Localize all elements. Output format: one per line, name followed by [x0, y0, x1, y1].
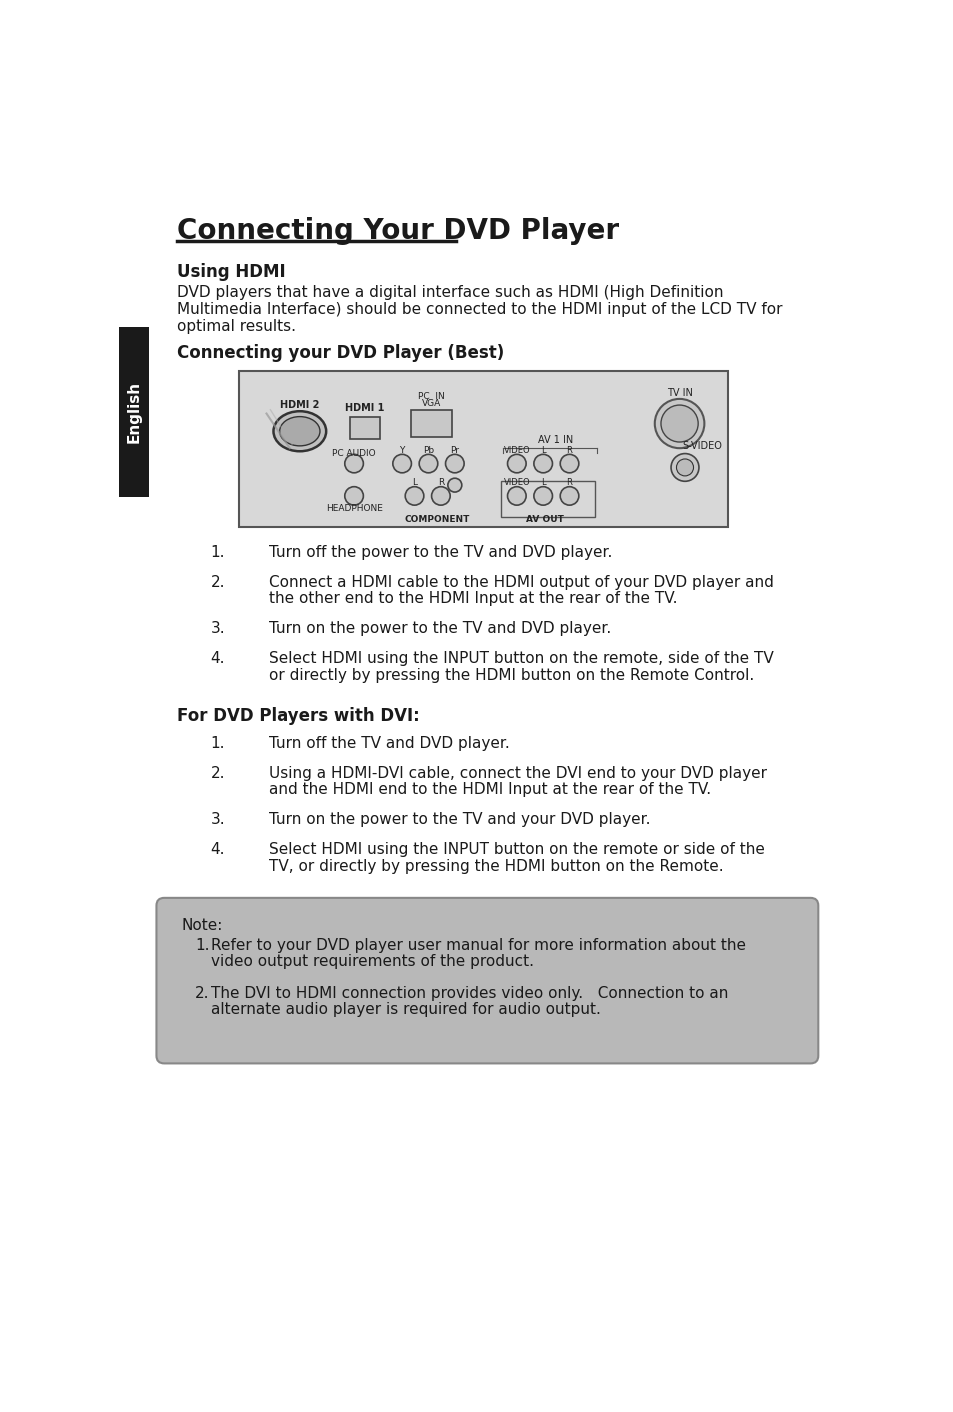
Text: Multimedia Interface) should be connected to the HDMI input of the LCD TV for: Multimedia Interface) should be connecte… [177, 302, 782, 318]
Circle shape [534, 487, 552, 505]
Circle shape [507, 455, 525, 473]
Text: Using HDMI: Using HDMI [177, 263, 286, 281]
Text: HDMI 1: HDMI 1 [345, 404, 384, 414]
Text: and the HDMI end to the HDMI Input at the rear of the TV.: and the HDMI end to the HDMI Input at th… [269, 782, 710, 798]
Circle shape [670, 453, 699, 481]
Text: or directly by pressing the HDMI button on the Remote Control.: or directly by pressing the HDMI button … [269, 668, 753, 682]
Text: AV 1 IN: AV 1 IN [537, 435, 573, 445]
Circle shape [507, 487, 525, 505]
Text: For DVD Players with DVI:: For DVD Players with DVI: [177, 707, 419, 724]
Bar [411, 409, 452, 438]
Text: TV, or directly by pressing the HDMI button on the Remote.: TV, or directly by pressing the HDMI but… [269, 858, 722, 874]
Circle shape [559, 487, 578, 505]
Text: 3.: 3. [211, 812, 225, 827]
Circle shape [393, 455, 411, 473]
Ellipse shape [279, 417, 319, 446]
Text: VIDEO: VIDEO [503, 479, 530, 487]
Text: VIDEO: VIDEO [503, 446, 530, 455]
Bar [239, 371, 727, 527]
Text: PC AUDIO: PC AUDIO [332, 449, 375, 457]
Text: Turn off the TV and DVD player.: Turn off the TV and DVD player. [269, 736, 509, 751]
Text: Pb: Pb [422, 446, 434, 455]
Text: 2.: 2. [195, 986, 210, 1001]
Circle shape [344, 487, 363, 505]
Circle shape [418, 455, 437, 473]
Text: Connecting your DVD Player (Best): Connecting your DVD Player (Best) [177, 343, 504, 361]
Circle shape [431, 487, 450, 505]
Ellipse shape [274, 411, 326, 452]
Circle shape [660, 405, 698, 442]
Circle shape [676, 459, 693, 476]
Bar [350, 418, 379, 439]
Text: R: R [566, 479, 572, 487]
Text: Connecting Your DVD Player: Connecting Your DVD Player [177, 217, 618, 246]
Text: video output requirements of the product.: video output requirements of the product… [211, 955, 533, 969]
Text: English: English [127, 381, 141, 443]
Text: alternate audio player is required for audio output.: alternate audio player is required for a… [211, 1001, 600, 1017]
Text: DVD players that have a digital interface such as HDMI (High Definition: DVD players that have a digital interfac… [177, 285, 723, 301]
Circle shape [405, 487, 423, 505]
Text: R: R [566, 446, 572, 455]
Text: Turn on the power to the TV and your DVD player.: Turn on the power to the TV and your DVD… [269, 812, 650, 827]
Text: L: L [540, 479, 545, 487]
Circle shape [534, 455, 552, 473]
Circle shape [445, 455, 464, 473]
Text: Select HDMI using the INPUT button on the remote, side of the TV: Select HDMI using the INPUT button on th… [269, 651, 773, 666]
Text: L: L [412, 479, 416, 487]
Text: R: R [437, 479, 443, 487]
Text: The DVI to HDMI connection provides video only.   Connection to an: The DVI to HDMI connection provides vide… [211, 986, 727, 1001]
Text: Y: Y [399, 446, 404, 455]
Text: VGA: VGA [421, 400, 440, 408]
Text: 1.: 1. [195, 938, 210, 953]
Text: optimal results.: optimal results. [177, 319, 296, 335]
Text: 3.: 3. [211, 621, 225, 637]
Text: Connect a HDMI cable to the HDMI output of your DVD player and: Connect a HDMI cable to the HDMI output … [269, 575, 773, 590]
Text: S-VIDEO: S-VIDEO [682, 441, 721, 450]
Text: the other end to the HDMI Input at the rear of the TV.: the other end to the HDMI Input at the r… [269, 592, 677, 606]
Text: Select HDMI using the INPUT button on the remote or side of the: Select HDMI using the INPUT button on th… [269, 843, 764, 857]
Text: 2.: 2. [211, 575, 225, 590]
Text: PC  IN: PC IN [417, 393, 444, 401]
Text: Using a HDMI-DVI cable, connect the DVI end to your DVD player: Using a HDMI-DVI cable, connect the DVI … [269, 767, 766, 781]
Text: Turn off the power to the TV and DVD player.: Turn off the power to the TV and DVD pla… [269, 545, 612, 561]
Text: AV OUT: AV OUT [525, 515, 563, 524]
Bar [119, 328, 149, 497]
Text: Note:: Note: [181, 918, 222, 933]
Text: TV IN: TV IN [666, 388, 692, 398]
Text: 2.: 2. [211, 767, 225, 781]
Text: 4.: 4. [211, 843, 225, 857]
Text: 1.: 1. [211, 545, 225, 561]
Text: Refer to your DVD player user manual for more information about the: Refer to your DVD player user manual for… [211, 938, 745, 953]
Text: 4.: 4. [211, 651, 225, 666]
Text: L: L [540, 446, 545, 455]
Text: HEADPHONE: HEADPHONE [325, 504, 382, 513]
Text: COMPONENT: COMPONENT [404, 515, 469, 524]
Text: Turn on the power to the TV and DVD player.: Turn on the power to the TV and DVD play… [269, 621, 611, 637]
Text: HDMI 2: HDMI 2 [280, 400, 319, 409]
Text: 1.: 1. [211, 736, 225, 751]
FancyBboxPatch shape [156, 898, 818, 1063]
Text: Pr: Pr [450, 446, 458, 455]
Circle shape [447, 479, 461, 491]
Bar [500, 480, 595, 517]
Circle shape [344, 455, 363, 473]
Circle shape [654, 400, 703, 448]
Circle shape [559, 455, 578, 473]
